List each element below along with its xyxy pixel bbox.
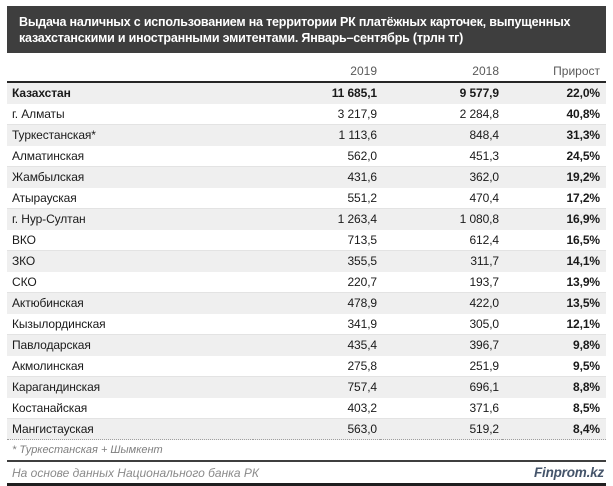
col-header-2018: 2018	[472, 64, 499, 78]
value-2019-cell: 11 685,1	[253, 81, 380, 104]
value-2018-cell: 251,9	[380, 355, 502, 377]
value-2019-cell: 220,7	[253, 271, 380, 293]
value-2018-cell: 519,2	[380, 418, 502, 440]
growth-cell: 12,1%	[502, 313, 606, 335]
growth-cell: 19,2%	[502, 166, 606, 188]
value-2019-cell: 355,5	[253, 250, 380, 272]
growth-cell: 9,8%	[502, 334, 606, 356]
value-2019-cell: 757,4	[253, 376, 380, 398]
table-row: Акмолинская 275,8 251,9 9,5%	[7, 355, 606, 377]
value-2019-cell: 551,2	[253, 187, 380, 209]
data-table: 2019 2018 Прирост Казахстан 11 685,1 9 577…	[7, 61, 606, 440]
table-row: Жамбылская 431,6 362,0 19,2%	[7, 166, 606, 188]
table-row: Карагандинская 757,4 696,1 8,8%	[7, 376, 606, 398]
growth-cell: 13,5%	[502, 292, 606, 314]
region-cell: ВКО	[7, 229, 253, 251]
region-cell: г. Нур-Султан	[7, 208, 253, 230]
value-2019-cell: 563,0	[253, 418, 380, 440]
value-2019-cell: 713,5	[253, 229, 380, 251]
value-2018-cell: 470,4	[380, 187, 502, 209]
region-cell: Актюбинская	[7, 292, 253, 314]
value-2019-cell: 1 113,6	[253, 124, 380, 146]
growth-cell: 8,5%	[502, 397, 606, 419]
value-2018-cell: 193,7	[380, 271, 502, 293]
footer-bar: На основе данных Национального банка РК …	[7, 462, 606, 486]
value-2018-cell: 2 284,8	[380, 103, 502, 125]
value-2018-cell: 9 577,9	[380, 81, 502, 104]
growth-cell: 13,9%	[502, 271, 606, 293]
total-row: Казахстан 11 685,1 9 577,9 22,0%	[7, 81, 606, 104]
region-cell: Туркестанская*	[7, 124, 253, 146]
col-header-growth: Прирост	[553, 64, 600, 78]
table-row: Атырауская 551,2 470,4 17,2%	[7, 187, 606, 209]
growth-cell: 17,2%	[502, 187, 606, 209]
table-body: Казахстан 11 685,1 9 577,9 22,0% г. Алматы 3 …	[7, 81, 606, 440]
region-cell: Акмолинская	[7, 355, 253, 377]
value-2018-cell: 371,6	[380, 397, 502, 419]
growth-cell: 8,8%	[502, 376, 606, 398]
region-cell: Кызылординская	[7, 313, 253, 335]
table-row: ВКО 713,5 612,4 16,5%	[7, 229, 606, 251]
region-cell: Павлодарская	[7, 334, 253, 356]
value-2018-cell: 848,4	[380, 124, 502, 146]
value-2018-cell: 396,7	[380, 334, 502, 356]
page-title: Выдача наличных с использованием на терр…	[19, 15, 571, 45]
title-bar: Выдача наличных с использованием на терр…	[7, 6, 606, 53]
value-2018-cell: 422,0	[380, 292, 502, 314]
table-row: Алматинская 562,0 451,3 24,5%	[7, 145, 606, 167]
value-2019-cell: 403,2	[253, 397, 380, 419]
growth-cell: 16,9%	[502, 208, 606, 230]
growth-cell: 22,0%	[502, 81, 606, 104]
growth-cell: 14,1%	[502, 250, 606, 272]
col-header-2019: 2019	[350, 64, 377, 78]
value-2018-cell: 311,7	[380, 250, 502, 272]
value-2018-cell: 362,0	[380, 166, 502, 188]
value-2019-cell: 478,9	[253, 292, 380, 314]
table-row: СКО 220,7 193,7 13,9%	[7, 271, 606, 293]
growth-cell: 16,5%	[502, 229, 606, 251]
value-2019-cell: 431,6	[253, 166, 380, 188]
value-2019-cell: 562,0	[253, 145, 380, 167]
growth-cell: 8,4%	[502, 418, 606, 440]
table-row: Кызылординская 341,9 305,0 12,1%	[7, 313, 606, 335]
value-2019-cell: 435,4	[253, 334, 380, 356]
value-2018-cell: 696,1	[380, 376, 502, 398]
region-cell: Мангистауская	[7, 418, 253, 440]
region-cell: Жамбылская	[7, 166, 253, 188]
col-header-region	[7, 61, 253, 82]
value-2018-cell: 612,4	[380, 229, 502, 251]
region-cell: Алматинская	[7, 145, 253, 167]
footnote: * Туркестанская + Шымкент	[7, 440, 606, 462]
value-2019-cell: 3 217,9	[253, 103, 380, 125]
brand-logo: Finprom.kz	[533, 465, 604, 480]
region-cell: Атырауская	[7, 187, 253, 209]
value-2019-cell: 1 263,4	[253, 208, 380, 230]
table-row: Туркестанская* 1 113,6 848,4 31,3%	[7, 124, 606, 146]
source-note: На основе данных Национального банка РК	[12, 465, 259, 480]
value-2018-cell: 451,3	[380, 145, 502, 167]
table-row: Костанайская 403,2 371,6 8,5%	[7, 397, 606, 419]
value-2019-cell: 275,8	[253, 355, 380, 377]
table-row: ЗКО 355,5 311,7 14,1%	[7, 250, 606, 272]
growth-cell: 40,8%	[502, 103, 606, 125]
table-row: Павлодарская 435,4 396,7 9,8%	[7, 334, 606, 356]
value-2018-cell: 1 080,8	[380, 208, 502, 230]
region-cell: г. Алматы	[7, 103, 253, 125]
growth-cell: 31,3%	[502, 124, 606, 146]
region-cell: СКО	[7, 271, 253, 293]
value-2019-cell: 341,9	[253, 313, 380, 335]
growth-cell: 24,5%	[502, 145, 606, 167]
table-header-row: 2019 2018 Прирост	[7, 61, 606, 82]
value-2018-cell: 305,0	[380, 313, 502, 335]
region-cell: ЗКО	[7, 250, 253, 272]
table-row: Мангистауская 563,0 519,2 8,4%	[7, 418, 606, 440]
table-row: г. Алматы 3 217,9 2 284,8 40,8%	[7, 103, 606, 125]
region-cell: Костанайская	[7, 397, 253, 419]
region-cell: Карагандинская	[7, 376, 253, 398]
growth-cell: 9,5%	[502, 355, 606, 377]
table-row: Актюбинская 478,9 422,0 13,5%	[7, 292, 606, 314]
region-cell: Казахстан	[7, 81, 253, 104]
table-row: г. Нур-Султан 1 263,4 1 080,8 16,9%	[7, 208, 606, 230]
